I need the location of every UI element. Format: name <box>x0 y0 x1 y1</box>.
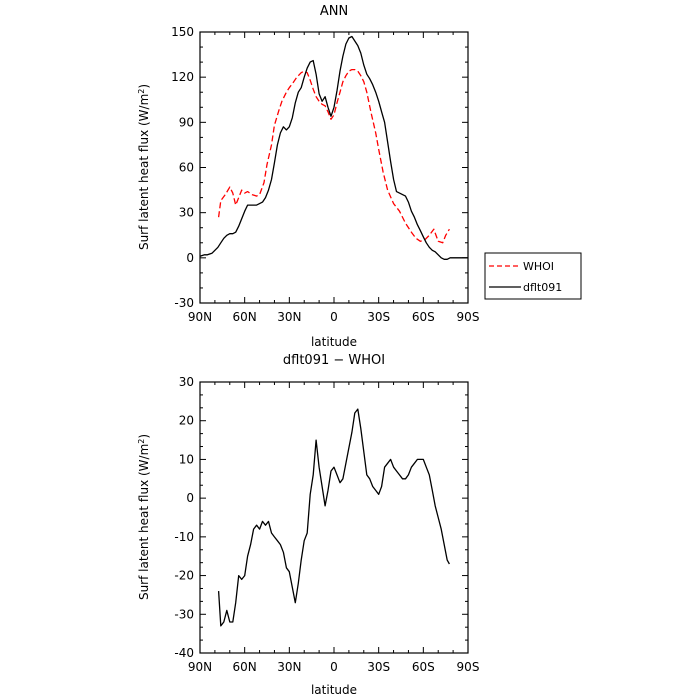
y-tick-label: -40 <box>174 646 194 660</box>
x-tick-label: 30S <box>367 660 390 674</box>
x-tick-label: 0 <box>330 660 338 674</box>
y-tick-label: 60 <box>179 161 194 175</box>
x-tick-label: 30N <box>277 310 301 324</box>
x-tick-label: 30N <box>277 660 301 674</box>
axis-ticks: 90N 60N 30N 0 30S 60S 90S -40 -30 -20 -10 0 10 20 30 <box>174 375 479 674</box>
y-tick-label: -20 <box>174 569 194 583</box>
plot-frame <box>199 381 469 654</box>
y-tick-label: 20 <box>179 414 194 428</box>
y-tick-label: 150 <box>171 25 194 39</box>
y-axis-label: Surf latent heat flux (W/m2) <box>137 434 152 600</box>
x-axis-label: latitude <box>311 335 357 349</box>
x-tick-label: 60S <box>412 310 435 324</box>
y-tick-label: 30 <box>179 206 194 220</box>
x-tick-label: 90N <box>188 660 212 674</box>
x-tick-label: 30S <box>367 310 390 324</box>
series-lines <box>217 408 450 627</box>
y-tick-label: 30 <box>179 375 194 389</box>
x-tick-label: 90S <box>457 310 480 324</box>
chart-title: ANN <box>320 4 348 19</box>
x-axis-label: latitude <box>311 683 357 697</box>
legend: WHOI dflt091 <box>484 252 582 300</box>
x-tick-label: 60S <box>412 660 435 674</box>
y-tick-label: 0 <box>186 491 194 505</box>
y-axis-label: Surf latent heat flux (W/m2) <box>137 84 152 250</box>
x-tick-label: 90N <box>188 310 212 324</box>
series-line-whoi <box>217 68 450 244</box>
legend-box <box>484 252 582 300</box>
chart-title: dflt091 − WHOI <box>283 353 385 368</box>
x-tick-label: 60N <box>233 660 257 674</box>
series-line-dflt091 <box>199 35 468 260</box>
x-tick-label: 60N <box>233 310 257 324</box>
legend-label-whoi: WHOI <box>523 260 554 273</box>
x-tick-label: 0 <box>330 310 338 324</box>
y-tick-label: 120 <box>171 70 194 84</box>
legend-label-dflt091: dflt091 <box>523 281 562 294</box>
y-tick-label: 90 <box>179 115 194 129</box>
y-tick-label: 10 <box>179 452 194 466</box>
chart-panel-bottom: dflt091 − WHOI 90N 60N 30N 0 30S 60S 90S -40 -30… <box>137 353 480 697</box>
y-tick-label: 0 <box>186 251 194 265</box>
series-lines <box>199 35 468 260</box>
x-tick-label: 90S <box>457 660 480 674</box>
axis-ticks: 90N 60N 30N 0 30S 60S 90S -30 0 30 60 90 120 150 <box>171 25 479 324</box>
y-tick-label: -30 <box>174 607 194 621</box>
y-tick-label: -10 <box>174 530 194 544</box>
series-line-diff <box>217 408 450 627</box>
chart-panel-top: ANN 90N 60N 30N 0 30S 60S 90S-300306090120150 … <box>137 4 480 349</box>
y-tick-label: -30 <box>174 296 194 310</box>
plot-frame <box>199 31 469 304</box>
